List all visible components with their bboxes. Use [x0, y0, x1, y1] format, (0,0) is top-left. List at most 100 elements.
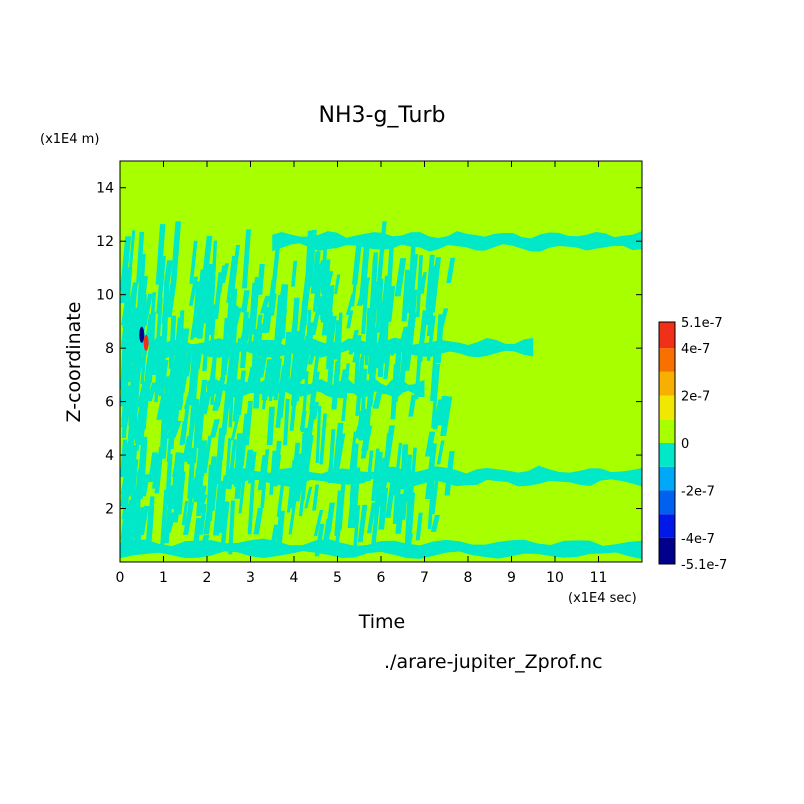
- turbulence-cell: [304, 486, 313, 509]
- turbulence-cell: [164, 485, 174, 544]
- band-shape: [120, 538, 642, 560]
- turbulence-cell: [385, 241, 395, 303]
- y-axis-label: Z-coordinate: [63, 302, 85, 423]
- bottom-band: [120, 538, 642, 560]
- turbulence-cell: [148, 292, 157, 338]
- colorbar: 5.1e-7 4e-7 2e-7 0 -2e-7 -4e-7 -5.1e-7: [658, 316, 727, 573]
- mid-band-8: [163, 337, 534, 359]
- turbulence-cell: [244, 400, 253, 446]
- turbulence-cell: [132, 486, 142, 534]
- turbulence-cell: [183, 348, 193, 377]
- colorbar-tick-label: -2e-7: [681, 484, 715, 499]
- turbulence-cell: [430, 352, 438, 402]
- turbulence-cell: [212, 385, 224, 411]
- turbulence-cell: [148, 452, 158, 483]
- turbulence-cell: [266, 406, 275, 446]
- turbulence-cell: [353, 341, 361, 394]
- y-unit-label: (x1E4 m): [40, 132, 99, 147]
- turbulence-cell: [202, 435, 212, 474]
- turbulence-cell: [289, 309, 299, 343]
- colorbar-segment: [659, 348, 675, 372]
- turbulence-cell: [431, 363, 440, 428]
- colorbar-segment: [659, 443, 675, 467]
- y-tick-label: 12: [96, 234, 114, 250]
- turbulence-cell: [346, 310, 354, 329]
- turbulence-cell: [315, 405, 322, 463]
- turbulence-cell: [140, 347, 147, 385]
- turbulence-cell: [361, 278, 370, 335]
- x-tick-label: 0: [116, 570, 125, 586]
- turbulence-cell: [446, 257, 456, 284]
- band-shape: [163, 337, 534, 359]
- turbulence-cell: [334, 490, 341, 536]
- turbulence-cell: [279, 284, 287, 301]
- colorbar-segment: [659, 419, 675, 443]
- turbulence-cell: [385, 477, 397, 518]
- turbulence-cell: [374, 451, 383, 515]
- turbulence-cell: [358, 350, 366, 377]
- turbulence-cell: [415, 512, 423, 541]
- turbulence-cell: [408, 394, 417, 417]
- turbulence-cell: [149, 311, 156, 372]
- turbulence-cell: [172, 370, 183, 428]
- x-axis-label: Time: [358, 611, 406, 633]
- turbulence-cell: [187, 447, 195, 499]
- x-tick-label: 9: [507, 570, 516, 586]
- turbulence-cell: [436, 440, 445, 465]
- turbulence-cell: [136, 381, 147, 408]
- turbulence-cell: [325, 285, 335, 349]
- turbulence-cell: [160, 393, 167, 447]
- turbulence-cell: [408, 237, 417, 284]
- turbulence-cell: [135, 296, 146, 331]
- turbulence-cell: [137, 254, 146, 310]
- turbulence-cell: [376, 278, 384, 325]
- turbulence-cell: [240, 290, 250, 313]
- turbulence-cell: [321, 285, 334, 336]
- turbulence-cell: [213, 480, 225, 536]
- turbulence-cell: [316, 260, 325, 286]
- turbulence-cell: [201, 269, 213, 312]
- turbulence-cell: [155, 224, 166, 285]
- turbulence-cell: [336, 312, 343, 375]
- turbulence-cell: [301, 277, 312, 308]
- turbulence-cell: [431, 473, 440, 515]
- turbulence-cell: [154, 352, 161, 403]
- turbulence-cell: [242, 229, 251, 289]
- colorbar-segment: [659, 466, 675, 491]
- turbulence-cell: [253, 507, 264, 535]
- turbulence-cell: [136, 455, 147, 475]
- colorbar-tick-label: 4e-7: [681, 342, 710, 357]
- turbulence-cell: [200, 235, 213, 292]
- turbulence-cell: [218, 265, 226, 294]
- turbulence-cell: [127, 435, 135, 497]
- turbulence-cell: [419, 274, 427, 294]
- turbulence-cell: [276, 478, 285, 517]
- turbulence-cell: [249, 277, 261, 335]
- turbulence-cell: [120, 236, 132, 291]
- turbulence-cell: [378, 487, 389, 530]
- turbulence-cell: [312, 484, 320, 511]
- turbulence-cell: [368, 281, 380, 343]
- turbulence-cell: [161, 279, 170, 324]
- turbulence-cell: [187, 392, 197, 454]
- x-tick-label: 2: [203, 570, 212, 586]
- colorbar-segment: [659, 395, 675, 420]
- turbulence-cell: [157, 327, 168, 364]
- x-tick-label: 10: [546, 570, 564, 586]
- turbulence-cell: [226, 255, 236, 303]
- turbulence-cell: [334, 274, 341, 295]
- turbulence-cell: [348, 431, 357, 477]
- band-shape: [272, 231, 642, 252]
- turbulence-cell: [125, 307, 132, 352]
- low-band-3: [228, 465, 642, 488]
- turbulence-cell: [291, 260, 298, 287]
- turbulence-cell: [299, 411, 307, 431]
- extreme-value-spot: [139, 326, 145, 343]
- colorbar-frame: [658, 321, 676, 565]
- turbulence-cell: [130, 378, 138, 442]
- x-tick-label: 4: [290, 570, 299, 586]
- turbulence-cell: [259, 296, 271, 314]
- turbulence-cell: [440, 396, 453, 437]
- colorbar-tick-label: 0: [681, 437, 689, 452]
